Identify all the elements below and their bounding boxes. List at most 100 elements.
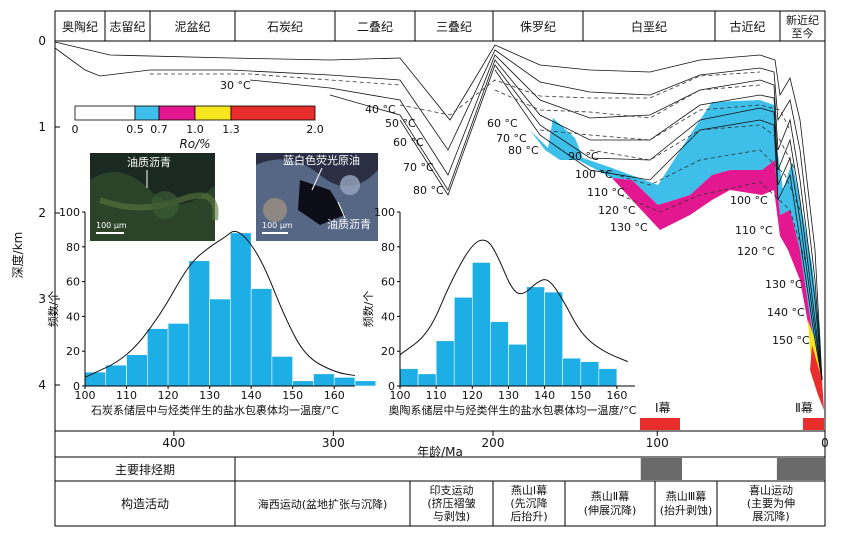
- hist-x-tick: 120: [462, 389, 483, 402]
- isotherm-label: 120 °C: [598, 204, 636, 217]
- hist-bar: [580, 361, 600, 387]
- burial-plot: Ⅰ幕 Ⅱ幕 30 °C40 °C50 °C60 °C70 °C80 °C60 °…: [54, 40, 826, 432]
- photo-2-label-bitumen: 油质沥青: [327, 217, 371, 231]
- burial-curve-3: [249, 54, 823, 381]
- tectonic-item: 印支运动: [430, 484, 474, 497]
- tectonic-item: 展沉降): [752, 509, 789, 523]
- isotherm-label: 130 °C: [765, 278, 803, 291]
- hist-bar: [167, 323, 190, 387]
- isotherm-110: [589, 124, 796, 171]
- isotherm-120: [599, 149, 801, 211]
- depth-axis: 0 1 2 3 4: [38, 34, 60, 392]
- expulsion-bar: [776, 458, 825, 480]
- tectonic-item: 海西运动(盆地扩张与沉降): [258, 497, 388, 511]
- period-label: 泥盆纪: [174, 20, 210, 34]
- isotherm-label: 80 °C: [508, 144, 539, 157]
- age-tick: 0: [821, 436, 829, 450]
- hist-x-tick: 160: [324, 389, 345, 402]
- tectonic-item: (先沉降: [510, 496, 547, 510]
- hist-y-tick: 80: [381, 241, 395, 254]
- micrograph-carboniferous: 油质沥青 100 μm: [90, 153, 219, 241]
- expulsion-row: 主要排烃期: [54, 456, 826, 482]
- period-label: 志留纪: [109, 20, 145, 34]
- isotherm-40-60: [399, 71, 761, 116]
- ro-fill-magenta: [612, 160, 822, 380]
- burial-curve-5: [399, 64, 823, 381]
- photo-1-scale: 100 μm: [96, 221, 127, 230]
- hist-envelope: [399, 239, 628, 363]
- burial-curve-6: [494, 69, 823, 381]
- hist-y-tick: 40: [381, 310, 395, 323]
- hist-bar: [490, 321, 509, 387]
- tectonic-item: 后抬升): [510, 509, 547, 523]
- hist-bar: [313, 373, 335, 387]
- isotherm-label: 140 °C: [767, 306, 805, 319]
- hist-y-tick: 80: [66, 241, 80, 254]
- ro-swatch: [230, 105, 316, 121]
- isotherm-label: 150 °C: [772, 334, 810, 347]
- hist-x-tick: 130: [498, 389, 519, 402]
- hist-x-tick: 130: [199, 389, 220, 402]
- ro-color-scale: 0 0.5 0.7 1.0 1.3 2.0 Ro/%: [72, 105, 324, 151]
- ro-swatch: [158, 105, 196, 121]
- ro-swatch: [134, 105, 160, 121]
- hist-x-tick: 110: [116, 389, 137, 402]
- hist-x-tick: 100: [390, 389, 411, 402]
- burial-curve-1: [54, 41, 823, 381]
- hist-y-tick: 0: [388, 380, 395, 393]
- isotherm-label: 40 °C: [365, 103, 396, 116]
- isotherm-130: [619, 181, 806, 261]
- period-label: 新近纪: [786, 13, 819, 27]
- hist-bar: [250, 288, 273, 387]
- ro-fill-red: [810, 345, 824, 410]
- tectonic-item: (伸展沉降): [584, 503, 637, 517]
- hist-bar: [453, 296, 473, 387]
- hist-bar: [271, 356, 293, 387]
- hist-bar: [188, 260, 210, 387]
- hist-bar: [544, 291, 563, 387]
- isotherm-label: 120 °C: [737, 245, 775, 258]
- hist-bar: [105, 364, 127, 387]
- episode-1-bar: [640, 418, 680, 430]
- hist-bar: [147, 328, 169, 387]
- hist-bar: [333, 376, 356, 387]
- age-tick: 200: [482, 436, 505, 450]
- period-label: 至今: [792, 26, 814, 40]
- photo-1-label: 油质沥青: [127, 155, 171, 169]
- isotherm-label: 110 °C: [587, 186, 625, 199]
- tectonic-item: 燕山Ⅲ幕: [666, 489, 707, 503]
- micrograph-ordovician: 蓝白色荧光原油 油质沥青 100 μm: [256, 153, 378, 241]
- episode-2-bar: [803, 418, 824, 430]
- period-label: 三叠纪: [436, 20, 472, 34]
- tectonic-item: (主要为伸: [747, 497, 795, 510]
- hist-xlabel: 奥陶系储层中与烃类伴生的盐水包裹体均一温度/°C: [389, 403, 637, 417]
- hist-y-tick: 100: [374, 206, 395, 219]
- ro-tick: 1.0: [186, 123, 204, 136]
- tectonic-label: 构造活动: [121, 496, 169, 511]
- hist-x-tick: 160: [606, 389, 627, 402]
- isotherm-label: 70 °C: [403, 161, 434, 174]
- isotherm-label: 30 °C: [220, 79, 251, 92]
- period-label: 奥陶纪: [62, 19, 98, 34]
- burial-curve-2: [54, 47, 823, 381]
- hist-x-tick: 100: [75, 389, 96, 402]
- ro-tick: 0.5: [126, 123, 144, 136]
- hist-bar: [435, 340, 455, 387]
- ro-swatch: [74, 105, 136, 121]
- hist-y-tick: 60: [66, 276, 80, 289]
- depth-tick: 0: [38, 34, 46, 48]
- period-label: 石炭纪: [267, 20, 303, 34]
- period-label: 侏罗纪: [520, 20, 556, 34]
- expulsion-bar: [640, 458, 682, 480]
- episode-2-label: Ⅱ幕: [795, 401, 813, 415]
- episode-1-label: Ⅰ幕: [655, 401, 671, 415]
- age-tick: 400: [162, 436, 185, 450]
- ro-label: Ro/%: [179, 137, 210, 151]
- hist-ylabel: 频数/个: [46, 291, 60, 328]
- hist-x-tick: 150: [282, 389, 303, 402]
- hist-y-tick: 100: [59, 206, 80, 219]
- depth-tick: 2: [38, 206, 46, 220]
- hist-x-tick: 110: [426, 389, 447, 402]
- hist-bar: [354, 380, 377, 387]
- isotherm-label: 90 °C: [568, 150, 599, 163]
